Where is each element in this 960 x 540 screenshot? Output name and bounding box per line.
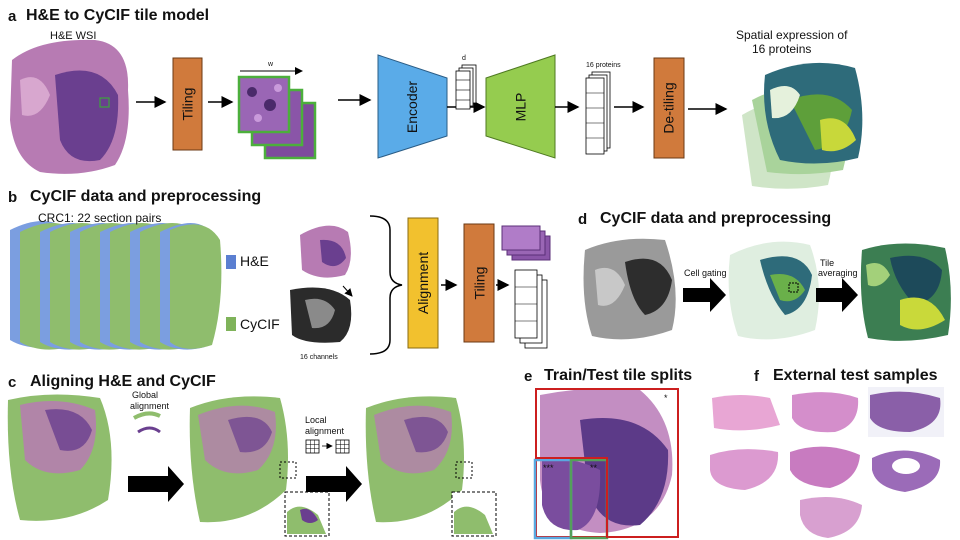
curly-brace <box>369 215 403 355</box>
overlay-global <box>189 396 330 537</box>
detiling-label: De-tiling <box>661 82 678 134</box>
he-section-thumb <box>300 225 351 278</box>
panel-f-title: External test samples <box>773 367 938 384</box>
mlp-block <box>485 54 556 159</box>
w-label: w <box>268 61 274 68</box>
alignment-label: Alignment <box>415 251 432 315</box>
arrow-cell-gating <box>683 278 726 312</box>
spatial-expression-stack <box>742 62 863 189</box>
cycif-grayscale-image <box>582 237 682 340</box>
big-arrow-c2 <box>306 466 362 502</box>
he-wsi-image <box>10 39 129 174</box>
legend-he-swatch <box>226 255 236 269</box>
d-label: d <box>462 55 466 62</box>
tiling-label-a: Tiling <box>179 87 196 121</box>
panel-e-letter: e <box>524 368 533 385</box>
local-align-grids <box>305 439 350 454</box>
split-marker-1: * <box>664 393 668 403</box>
output-label-1: Spatial expression of <box>736 28 848 42</box>
global-label-2: alignment <box>130 401 170 411</box>
mlp-label: MLP <box>512 92 529 121</box>
he-wsi-label: H&E WSI <box>50 30 97 42</box>
cycif-channel-thumb <box>286 285 356 345</box>
panel-b-title: CyCIF data and preprocessing <box>30 188 262 205</box>
panel-c-title: Aligning H&E and CyCIF <box>30 373 216 390</box>
panel-d-letter: d <box>578 211 588 228</box>
panel-e-title: Train/Test tile splits <box>544 367 693 384</box>
output-label-2: 16 proteins <box>752 42 812 56</box>
local-label-1: Local <box>305 415 327 425</box>
panel-d-title: CyCIF data and preprocessing <box>600 210 832 227</box>
split-red-inner <box>535 457 608 538</box>
legend-he-label: H&E <box>240 253 269 269</box>
proteins-label: 16 proteins <box>586 62 621 69</box>
external-samples-grid <box>709 387 944 540</box>
panel-b-letter: b <box>8 189 18 206</box>
tiling-label-b: Tiling <box>471 266 487 300</box>
split-marker-3: *** <box>543 463 554 473</box>
local-label-2: alignment <box>305 426 345 436</box>
global-label-1: Global <box>132 390 159 400</box>
global-align-icon <box>133 411 161 420</box>
panel-a-title: H&E to CyCIF tile model <box>26 7 210 24</box>
legend-cycif-swatch <box>226 317 236 331</box>
cell-gating-label: Cell gating <box>684 268 727 278</box>
panel-a-letter: a <box>8 8 17 25</box>
tile-averaged-image <box>860 243 951 341</box>
big-arrow-c1 <box>128 466 184 502</box>
tile-pair-stack <box>501 225 551 349</box>
channels-label: 16 channels <box>300 354 338 361</box>
panel-b-subtitle: CRC1: 22 section pairs <box>38 211 162 225</box>
legend-cycif-label: CyCIF <box>240 316 280 332</box>
overlay-unaligned <box>7 394 112 521</box>
panel-f-letter: f <box>754 368 759 385</box>
tile-averaging-label-2: averaging <box>818 268 858 278</box>
global-align-icon-2 <box>137 426 161 434</box>
arrow-tile-averaging <box>816 278 858 312</box>
he-tile-stack <box>237 75 317 160</box>
alignment-box <box>407 217 439 349</box>
panel-c-letter: c <box>8 374 17 391</box>
detiling-box <box>653 57 685 159</box>
protein-vector <box>585 71 611 155</box>
tile-averaging-label-1: Tile <box>820 258 835 268</box>
tiling-box-a <box>172 57 203 151</box>
section-pairs-stack <box>10 221 222 350</box>
split-marker-2: ** <box>590 463 598 473</box>
encoder-label: Encoder <box>404 80 421 133</box>
overlay-local <box>365 396 497 537</box>
gated-cells-image <box>728 241 819 340</box>
tiling-box-b <box>463 223 495 343</box>
feature-vector-d <box>455 64 477 110</box>
encoder-block <box>377 54 448 159</box>
